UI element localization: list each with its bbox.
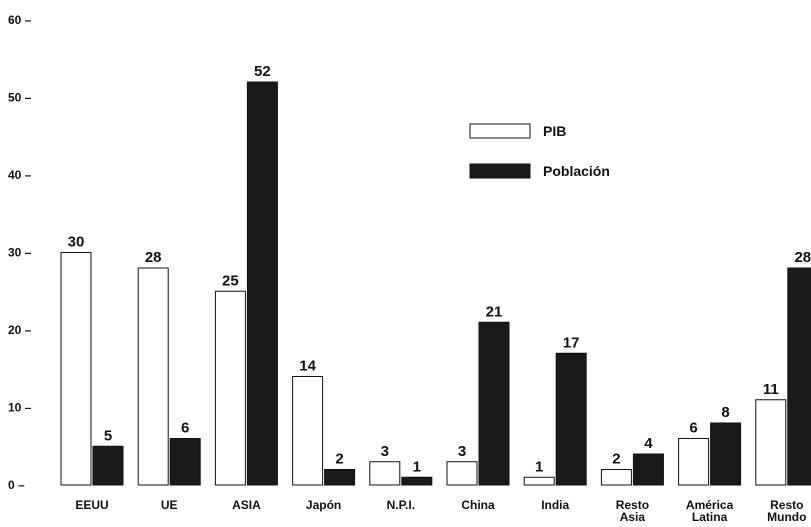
legend-label-pib: PIB	[543, 123, 566, 139]
x-category-label: China	[461, 498, 495, 512]
data-label: 6	[689, 420, 697, 437]
bar-pib	[600, 469, 632, 486]
bar-pib	[137, 267, 169, 486]
x-category-label: Japón	[306, 498, 341, 512]
data-label: 28	[145, 249, 162, 266]
bar-pib	[755, 399, 787, 486]
data-label: 25	[222, 272, 239, 289]
bar-poblacion	[169, 438, 201, 486]
data-label: 11	[763, 381, 779, 398]
x-category-label: Resto Mundo	[767, 498, 806, 524]
bar-pib	[446, 461, 478, 486]
data-label: 2	[335, 451, 343, 468]
bar-pib	[60, 252, 92, 486]
bar-poblacion	[246, 81, 278, 486]
data-label: 52	[254, 63, 271, 80]
x-category-label: América Latina	[686, 498, 734, 524]
bar-pib	[678, 438, 710, 486]
y-tick-label: 50 –	[8, 91, 32, 105]
x-category-label: N.P.I.	[387, 498, 415, 512]
bars	[60, 81, 811, 486]
x-category-label: EEUU	[75, 498, 108, 512]
bar-poblacion	[92, 445, 124, 486]
legend-swatch-poblacion	[469, 163, 531, 179]
bar-poblacion	[787, 267, 811, 486]
legend: PIB Población	[469, 123, 610, 179]
legend-label-poblacion: Población	[543, 163, 610, 179]
bar-poblacion	[632, 453, 664, 486]
data-label: 3	[458, 443, 466, 460]
data-label: 17	[563, 334, 580, 351]
bar-pib	[523, 476, 555, 486]
bar-pib	[214, 290, 246, 486]
x-category-label: ASIA	[232, 498, 261, 512]
y-tick-label: 0 –	[8, 478, 25, 492]
y-tick-label: 40 –	[8, 168, 32, 182]
data-label: 6	[181, 420, 189, 437]
x-category-label: UE	[161, 498, 178, 512]
x-category-label: India	[541, 498, 569, 512]
data-label: 1	[413, 458, 421, 475]
y-tick-label: 10 –	[8, 401, 32, 415]
data-label: 2	[612, 451, 620, 468]
data-label: 8	[721, 404, 729, 421]
data-label: 28	[794, 249, 811, 266]
bar-pib	[292, 376, 324, 486]
data-label: 14	[299, 358, 316, 375]
data-label: 1	[535, 458, 543, 475]
bar-poblacion	[324, 469, 356, 486]
x-axis: EEUU UE ASIA Japón N.P.I. China India Resto Asia…	[75, 498, 806, 524]
bar-poblacion	[401, 476, 433, 486]
y-tick-label: 20 –	[8, 323, 32, 337]
y-tick-label: 60 –	[8, 13, 32, 27]
y-axis: 0 – 10 – 20 – 30 – 40 – 50 – 60 –	[8, 13, 32, 492]
data-label: 3	[381, 443, 389, 460]
x-category-label: Resto Asia	[616, 498, 649, 524]
data-label: 21	[486, 303, 503, 320]
legend-swatch-pib	[469, 123, 531, 139]
data-labels: 30 5 28 6 25 52 14 2 3 1 3 21 1 17 2 4 6 8 11 28	[68, 63, 811, 475]
bar-pib	[369, 461, 401, 486]
bar-poblacion	[555, 352, 587, 486]
data-label: 5	[104, 427, 112, 444]
data-label: 30	[68, 234, 85, 251]
y-tick-label: 30 –	[8, 246, 32, 260]
bar-poblacion	[478, 321, 510, 486]
data-label: 4	[644, 435, 653, 452]
bar-poblacion	[710, 422, 742, 486]
